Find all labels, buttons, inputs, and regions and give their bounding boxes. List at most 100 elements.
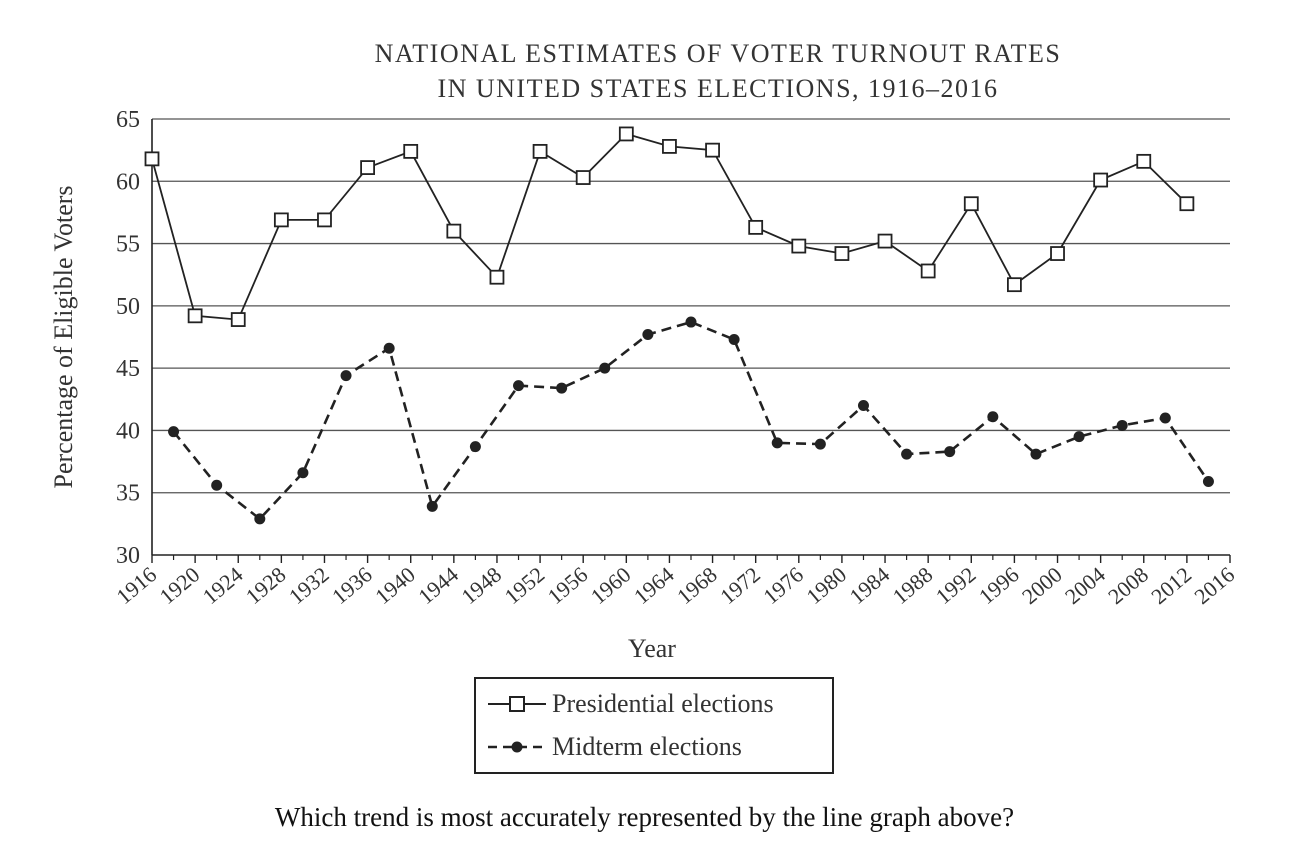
x-tick-label-2004: 2004 [1060, 562, 1110, 609]
legend-presidential-marker [509, 696, 525, 712]
midterm-point-1958 [599, 362, 611, 374]
x-tick-label-1936: 1936 [327, 562, 377, 609]
midterm-point-1978 [814, 438, 826, 450]
x-tick-label-1924: 1924 [198, 562, 248, 609]
midterm-point-1922 [211, 479, 223, 491]
presidential-point-1972 [748, 219, 764, 235]
midterm-point-1942 [426, 500, 438, 512]
x-tick-label-1976: 1976 [758, 562, 808, 609]
y-axis-title: Percentage of Eligible Voters [49, 185, 78, 488]
midterm-point-1962 [642, 329, 654, 341]
x-tick-label-1968: 1968 [672, 562, 722, 609]
series-line-midterm [172, 320, 1210, 521]
presidential-point-1988 [920, 263, 936, 279]
x-tick-label-1948: 1948 [456, 562, 506, 609]
presidential-point-1944 [446, 223, 462, 239]
y-tick-label-40: 40 [116, 418, 140, 444]
midterm-point-1930 [297, 467, 309, 479]
gridlines [152, 118, 1230, 494]
series-line-presidential [151, 132, 1188, 321]
presidential-point-1976 [791, 238, 807, 254]
presidential-point-1920 [187, 308, 203, 324]
y-tick-label-45: 45 [116, 356, 140, 382]
y-tick-label-65: 65 [116, 107, 140, 133]
y-tick-label-50: 50 [116, 294, 140, 320]
midterm-point-1982 [857, 400, 869, 412]
midterm-point-1954 [556, 382, 568, 394]
presidential-point-1984 [877, 233, 893, 249]
presidential-point-1996 [1007, 277, 1022, 293]
presidential-point-2000 [1050, 246, 1065, 261]
midterm-point-1990 [944, 446, 956, 458]
midterm-point-2010 [1159, 412, 1171, 424]
midterm-point-1970 [728, 333, 740, 345]
midterm-point-1938 [383, 342, 395, 354]
presidential-point-2004 [1093, 172, 1109, 188]
x-tick-label-2016: 2016 [1189, 562, 1239, 609]
midterm-point-1974 [771, 437, 783, 449]
presidential-point-1956 [575, 170, 591, 185]
presidential-point-1952 [532, 143, 548, 159]
x-axis-title: Year [628, 634, 676, 663]
presidential-point-2008 [1136, 153, 1152, 169]
x-tick-label-2012: 2012 [1146, 562, 1196, 609]
y-tick-label-30: 30 [116, 543, 140, 569]
legend-presidential-label: Presidential elections [552, 689, 774, 718]
midterm-point-1950 [513, 380, 525, 392]
chart-title-line-2: IN UNITED STATES ELECTIONS, 1916–2016 [437, 74, 998, 103]
midterm-point-1966 [685, 316, 697, 328]
x-tick-label-1932: 1932 [284, 562, 334, 609]
presidential-point-1936 [360, 160, 376, 175]
midterm-point-1926 [254, 513, 266, 525]
presidential-point-1980 [834, 246, 850, 261]
presidential-point-1948 [489, 269, 505, 285]
presidential-point-1928 [273, 212, 289, 228]
axes [151, 119, 1231, 563]
x-tick-label-1960: 1960 [586, 562, 636, 609]
x-tick-label-1964: 1964 [629, 562, 679, 609]
x-tick-label-2008: 2008 [1103, 562, 1153, 609]
x-tick-label-1996: 1996 [974, 562, 1024, 609]
legend-box [474, 677, 834, 774]
presidential-point-2012 [1179, 196, 1195, 212]
x-tick-label-1992: 1992 [931, 562, 981, 609]
question-text: Which trend is most accurately represent… [274, 802, 1015, 832]
chart-title-line-1: NATIONAL ESTIMATES OF VOTER TURNOUT RATE… [375, 39, 1062, 68]
series [144, 126, 1214, 525]
legend-midterm-marker [511, 741, 523, 753]
midterm-point-1998 [1030, 448, 1042, 460]
x-tick-label-1984: 1984 [844, 562, 894, 609]
legend-midterm-label: Midterm elections [552, 732, 742, 761]
x-tick-label-1956: 1956 [543, 562, 593, 609]
presidential-point-1916 [144, 151, 160, 167]
presidential-point-1924 [230, 312, 246, 327]
x-tick-label-1928: 1928 [241, 562, 291, 609]
x-tick-label-2000: 2000 [1017, 562, 1067, 609]
y-tick-labels: 30 35 40 45 50 55 60 65 [116, 107, 140, 569]
x-tick-label-1920: 1920 [155, 562, 205, 609]
x-tick-label-1972: 1972 [715, 562, 765, 609]
presidential-point-1940 [403, 143, 419, 159]
midterm-point-2006 [1116, 419, 1128, 431]
presidential-point-1960 [618, 126, 634, 142]
midterm-point-2002 [1073, 431, 1085, 443]
midterm-point-1946 [469, 441, 481, 453]
presidential-point-1968 [705, 142, 720, 158]
x-tick-label-1940: 1940 [370, 562, 420, 609]
midterm-point-1986 [901, 448, 913, 460]
legend: Presidential elections Midterm elections [474, 677, 834, 774]
presidential-point-1932 [317, 212, 332, 228]
x-tick-label-1980: 1980 [801, 562, 851, 609]
y-tick-label-60: 60 [116, 169, 140, 195]
presidential-point-1992 [963, 196, 979, 212]
x-tick-labels: 1916192019241928193219361940194419481952… [111, 562, 1239, 609]
y-tick-label-55: 55 [116, 232, 140, 258]
x-tick-label-1952: 1952 [500, 562, 550, 609]
y-tick-label-35: 35 [116, 481, 140, 507]
midterm-point-2014 [1202, 476, 1214, 488]
presidential-point-1964 [662, 139, 677, 154]
midterm-point-1918 [168, 426, 180, 438]
x-tick-label-1944: 1944 [413, 562, 463, 609]
midterm-point-1934 [340, 370, 352, 382]
